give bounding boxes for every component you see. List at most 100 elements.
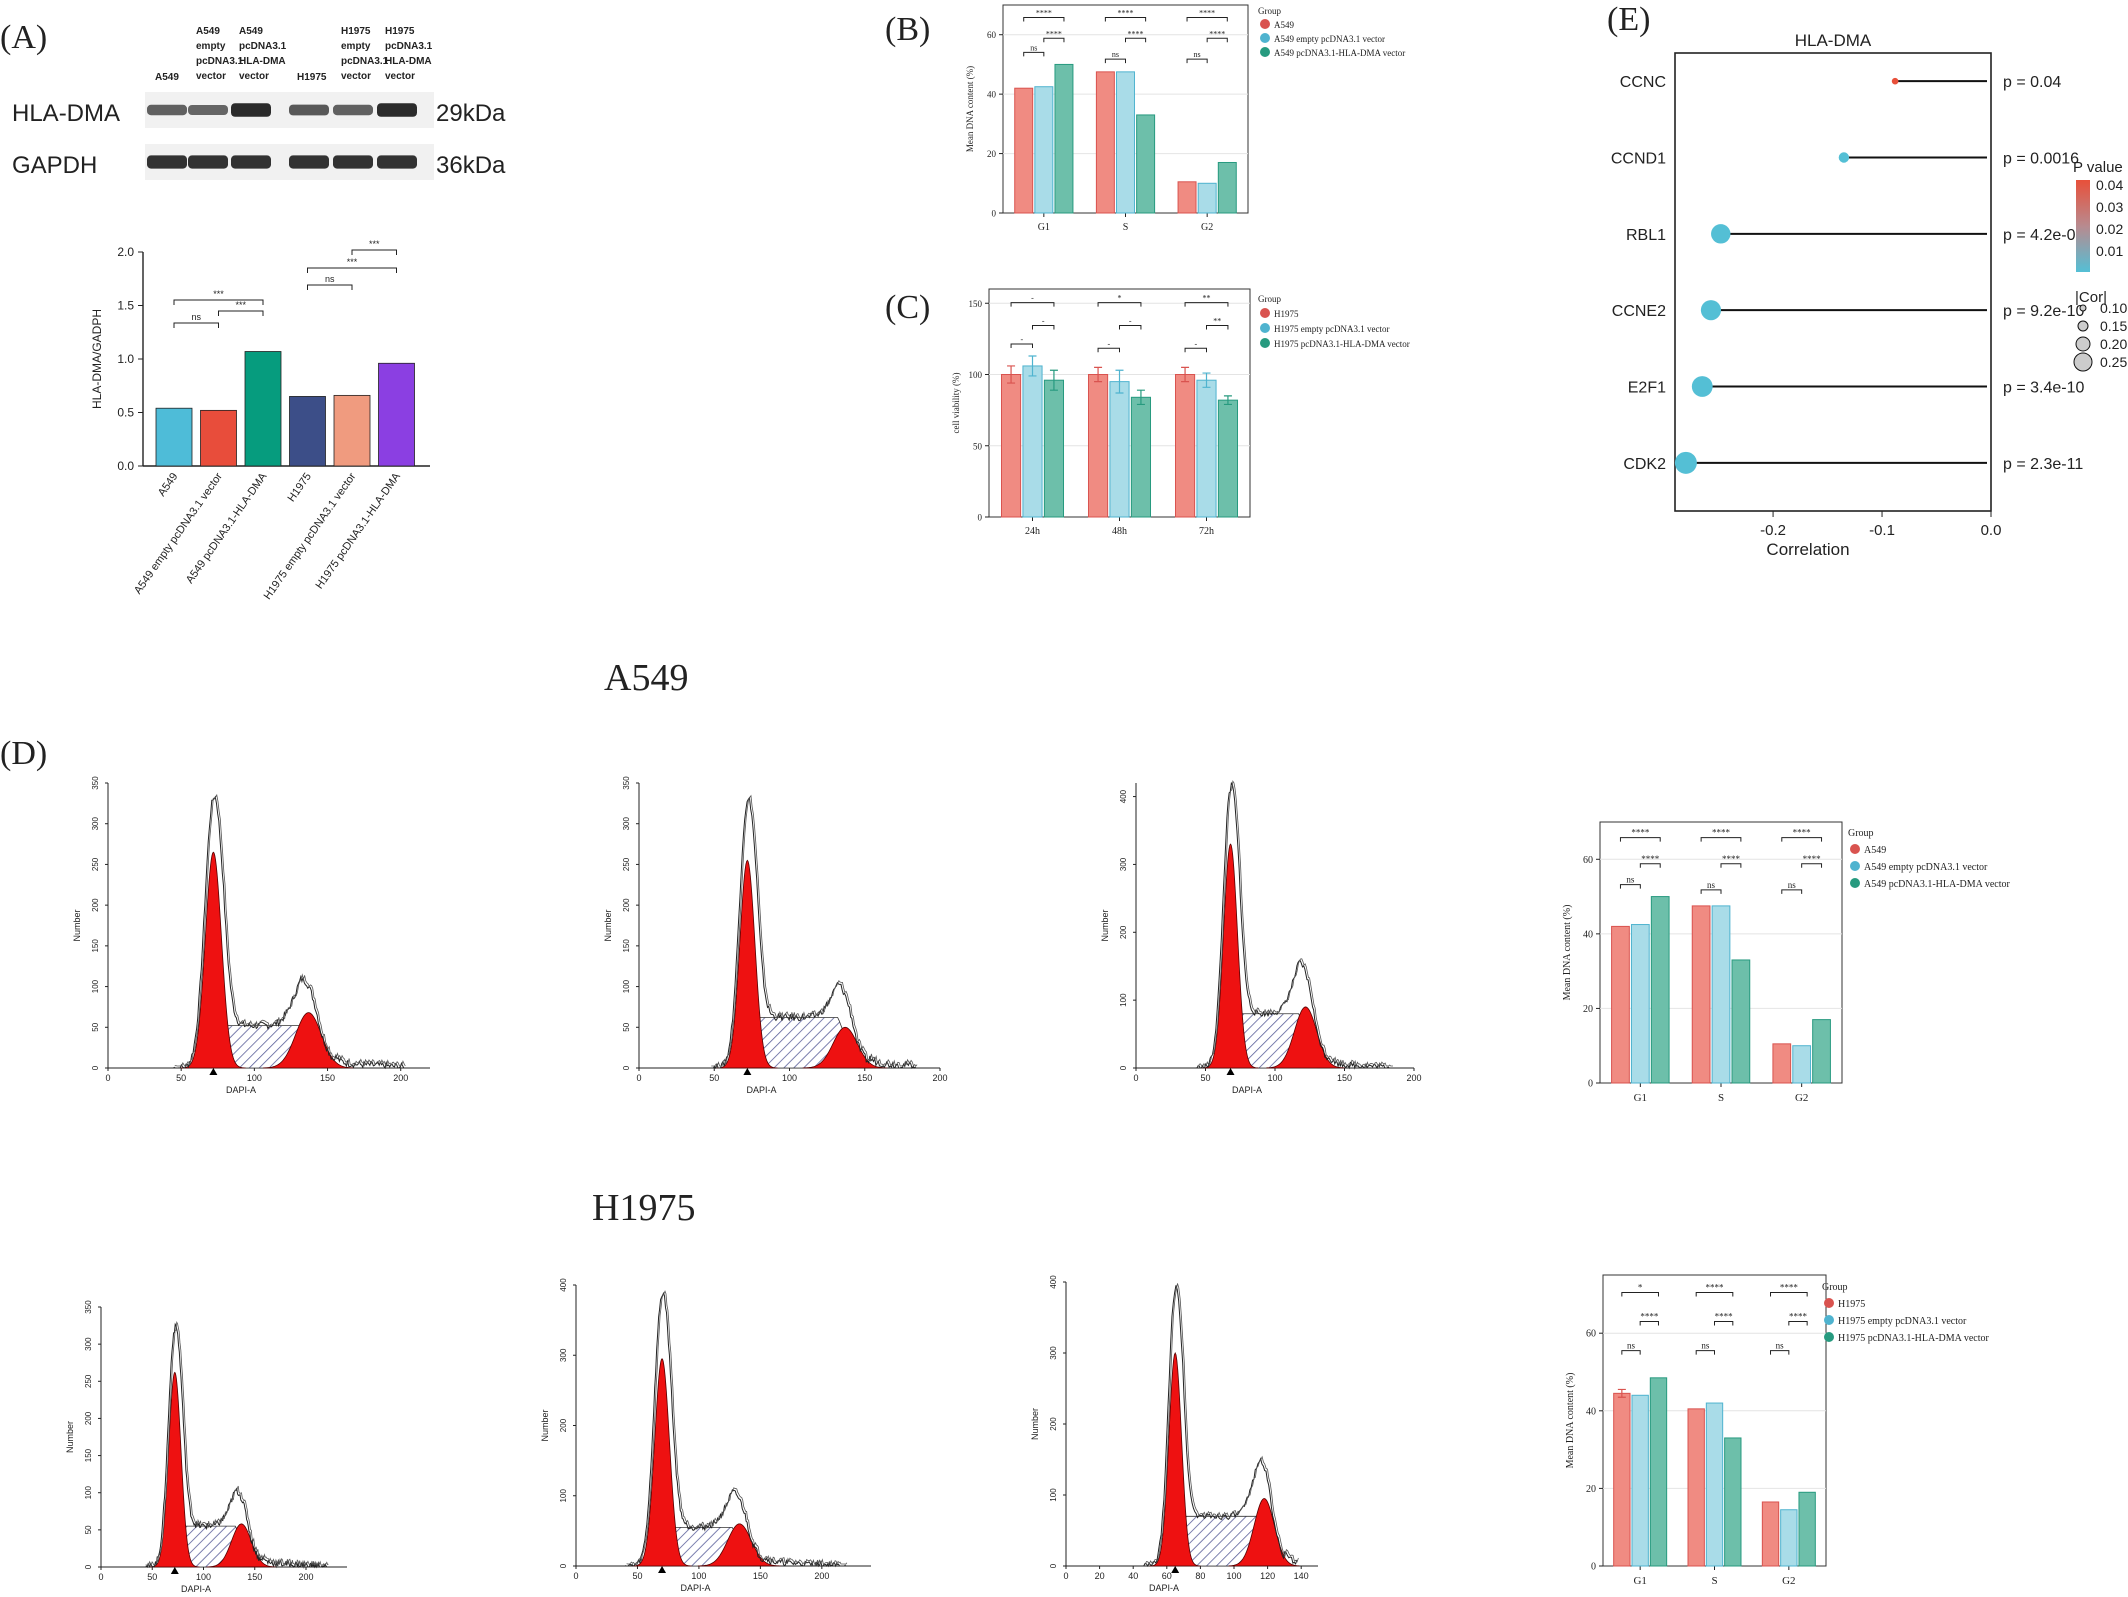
- bar: [1043, 379, 1065, 518]
- panel-label-b: (B): [885, 11, 930, 48]
- pvalue-tick-label: 0.02: [2096, 221, 2123, 237]
- lane-label: A549: [239, 26, 263, 37]
- x-tick-label: S: [1718, 1092, 1724, 1104]
- lane-label: HLA-DMA: [385, 56, 432, 67]
- fit-histogram-line: [174, 793, 406, 1067]
- x-tick-label: -0.1: [1869, 522, 1895, 539]
- section-title-h1975: H1975: [592, 1187, 695, 1229]
- x-axis-label: DAPI-A: [680, 1583, 710, 1593]
- legend-label: A549: [1274, 20, 1294, 30]
- significance-bracket: [307, 284, 353, 290]
- significance-label: ns: [1030, 43, 1037, 52]
- error-bar: [1115, 369, 1124, 394]
- significance-bracket: [1700, 889, 1722, 894]
- y-tick-label: 50: [84, 1525, 93, 1534]
- x-tick-label: A549: [156, 471, 181, 499]
- y-tick-label: 50: [91, 1022, 100, 1031]
- bar: [1812, 1019, 1831, 1084]
- significance-label: ns: [1112, 50, 1119, 59]
- x-tick-label: 80: [1195, 1571, 1205, 1581]
- x-tick-label: 150: [320, 1073, 335, 1083]
- bar: [1613, 1392, 1631, 1567]
- x-tick-label: 100: [196, 1572, 211, 1582]
- significance-bracket: [1097, 302, 1142, 307]
- y-tick-label: 0: [1591, 1562, 1596, 1573]
- y-tick-label: 150: [622, 939, 631, 953]
- x-tick-label: G1: [1633, 1575, 1646, 1587]
- g2-peak: [263, 1012, 354, 1069]
- y-tick-label: 200: [1049, 1417, 1058, 1431]
- y-tick-label: 20: [1586, 1484, 1596, 1495]
- significance-label: ****: [1780, 1282, 1799, 1292]
- y-tick-label: 300: [559, 1348, 568, 1362]
- significance-label: ns: [191, 312, 201, 322]
- bar: [378, 362, 415, 467]
- x-tick-label: 60: [1162, 1571, 1172, 1581]
- x-tick-label: 0: [1063, 1571, 1068, 1581]
- size-tick-label: 0.25: [2100, 354, 2127, 370]
- bar: [1650, 896, 1670, 1084]
- gene-label: CCND1: [1611, 151, 1666, 168]
- lane-label: pcDNA3.1: [196, 56, 244, 67]
- g2-peak: [802, 1026, 888, 1069]
- bar: [1054, 63, 1074, 214]
- significance-label: ****: [1640, 1312, 1659, 1322]
- y-axis-label: HLA-DMA/GADPH: [90, 309, 104, 409]
- blot-protein-label: GAPDH: [12, 152, 97, 179]
- significance-bracket: [1184, 347, 1207, 353]
- lane-label: pcDNA3.1: [385, 41, 433, 52]
- total-histogram-line: [1143, 1285, 1298, 1568]
- significance-bracket: [1043, 37, 1065, 43]
- lollipop-point: [1700, 300, 1722, 321]
- x-tick-label: 20: [1095, 1571, 1105, 1581]
- x-tick-label: -0.2: [1760, 522, 1786, 539]
- bar: [333, 394, 371, 467]
- legend-title: Group: [1258, 6, 1281, 16]
- significance-label: ns: [1194, 50, 1201, 59]
- pvalue-tick-label: 0.03: [2096, 199, 2123, 215]
- y-axis-label: Number: [540, 1409, 550, 1441]
- gene-label: CCNE2: [1612, 303, 1666, 320]
- blot-protein-label: HLA-DMA: [12, 100, 120, 127]
- blot-band: [188, 155, 228, 169]
- bar: [1631, 1394, 1649, 1567]
- fit-histogram-line: [145, 1320, 329, 1567]
- significance-label: ns: [1776, 1341, 1785, 1351]
- x-axis-label: DAPI-A: [1232, 1085, 1262, 1095]
- x-tick-label: 100: [782, 1073, 797, 1083]
- significance-bracket: [1097, 347, 1120, 353]
- panel-label-e: (E): [1607, 1, 1650, 38]
- significance-label: ns: [1627, 1341, 1636, 1351]
- legend-swatch: [1850, 861, 1860, 871]
- significance-label: ns: [1701, 1341, 1710, 1351]
- g2-peak: [206, 1523, 276, 1568]
- y-tick-label: 60: [1586, 1329, 1596, 1340]
- gene-label: E2F1: [1628, 380, 1666, 397]
- significance-bracket: [1619, 884, 1641, 889]
- bar: [289, 396, 326, 467]
- x-tick-label: 0: [1133, 1073, 1138, 1083]
- x-tick-label: 120: [1260, 1571, 1275, 1581]
- legend-swatch: [1824, 1298, 1834, 1308]
- blot-band: [147, 104, 187, 116]
- significance-label: -: [1107, 339, 1110, 348]
- legend-swatch: [1260, 323, 1270, 333]
- legend-label: H1975 empty pcDNA3.1 vector: [1274, 324, 1389, 334]
- bar: [1731, 959, 1751, 1084]
- significance-bracket: [1788, 1321, 1808, 1326]
- significance-bracket: [351, 249, 397, 255]
- x-tick-label: 200: [814, 1571, 829, 1581]
- total-histogram-line: [624, 1291, 846, 1568]
- bar: [1780, 1509, 1798, 1567]
- y-tick-label: 150: [969, 299, 983, 309]
- y-tick-label: 400: [1119, 789, 1128, 803]
- lane-label: A549: [196, 26, 220, 37]
- bar: [1761, 1501, 1780, 1567]
- significance-label: ****: [1036, 8, 1052, 17]
- g1-peak: [632, 1358, 692, 1567]
- significance-label: ****: [1712, 828, 1731, 838]
- x-tick-label: 150: [1337, 1073, 1352, 1083]
- legend-label: A549 pcDNA3.1-HLA-DMA vector: [1274, 48, 1405, 58]
- lane-label: H1975: [297, 72, 327, 83]
